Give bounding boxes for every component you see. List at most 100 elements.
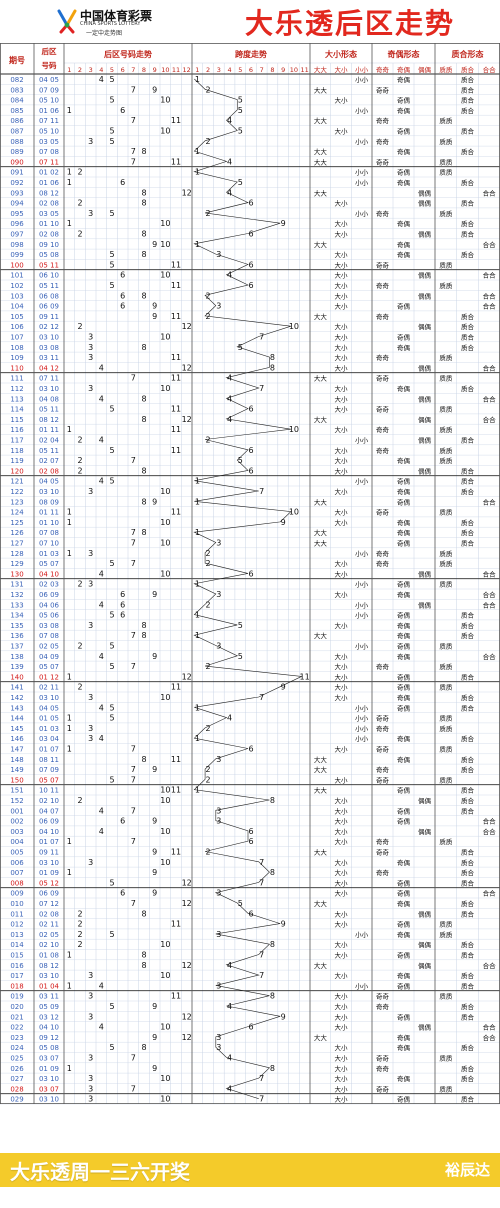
trend-number: 2 xyxy=(77,683,82,692)
parity-col-label: 奇偶 xyxy=(397,65,411,74)
trend-number: 2 xyxy=(77,168,82,177)
span-number: 1 xyxy=(195,75,200,84)
span-number: 6 xyxy=(248,745,253,754)
trend-number: 4 xyxy=(99,436,104,445)
trend-number: 2 xyxy=(77,230,82,239)
issue-number: 004 xyxy=(10,838,24,846)
span-number: 6 xyxy=(248,446,253,455)
parity-pattern: 偶偶 xyxy=(418,188,432,197)
span-number: 8 xyxy=(270,363,275,372)
back-numbers: 08 12 xyxy=(39,416,59,424)
trend-number: 11 xyxy=(171,157,181,166)
issue-number: 141 xyxy=(10,684,23,692)
trend-col-label: 1 xyxy=(67,66,71,74)
trend-number: 8 xyxy=(141,755,146,764)
trend-col-label: 12 xyxy=(183,66,191,74)
issue-number: 102 xyxy=(10,282,23,290)
parity-pattern: 奇偶 xyxy=(397,75,411,84)
trend-number: 4 xyxy=(99,1023,104,1032)
size-pattern: 大小 xyxy=(335,693,349,702)
size-pattern: 大小 xyxy=(335,384,349,393)
parity-pattern: 奇奇 xyxy=(376,1002,390,1011)
span-number: 3 xyxy=(216,817,221,826)
size-pattern: 大小 xyxy=(335,775,349,784)
prime-pattern: 质合 xyxy=(461,1064,475,1073)
issue-number: 025 xyxy=(10,1055,23,1063)
parity-pattern: 奇奇 xyxy=(376,281,390,290)
parity-pattern: 奇奇 xyxy=(376,405,390,414)
trend-number: 10 xyxy=(160,796,170,805)
trend-number: 5 xyxy=(109,1002,114,1011)
trend-number: 7 xyxy=(131,157,136,166)
trend-number: 8 xyxy=(141,343,146,352)
span-number: 6 xyxy=(248,909,253,918)
trend-number: 7 xyxy=(131,374,136,383)
header-size: 大小形态 xyxy=(325,49,357,59)
span-number: 1 xyxy=(195,734,200,743)
size-pattern: 小小 xyxy=(355,981,369,990)
issue-number: 113 xyxy=(10,395,23,403)
size-pattern: 大小 xyxy=(335,940,349,949)
back-numbers: 05 08 xyxy=(39,1044,59,1052)
issue-number: 016 xyxy=(10,962,24,970)
trend-number: 2 xyxy=(77,456,82,465)
size-pattern: 大小 xyxy=(335,817,349,826)
issue-number: 134 xyxy=(10,612,24,620)
prime-pattern: 质合 xyxy=(461,477,475,486)
parity-pattern: 奇奇 xyxy=(376,714,390,723)
trend-number: 7 xyxy=(131,745,136,754)
back-numbers: 06 09 xyxy=(39,303,59,311)
footer-banner: 大乐透周一三六开奖 裕辰达 xyxy=(0,1153,500,1187)
trend-number: 3 xyxy=(88,1054,93,1063)
size-pattern: 大小 xyxy=(335,621,349,630)
issue-number: 013 xyxy=(10,931,23,939)
back-numbers: 03 08 xyxy=(39,344,59,352)
prime-pattern: 质合 xyxy=(461,981,475,990)
prime-pattern: 合合 xyxy=(483,188,497,197)
trend-number: 8 xyxy=(141,466,146,475)
issue-number: 140 xyxy=(10,673,23,681)
trend-number: 9 xyxy=(152,590,157,599)
trend-number: 7 xyxy=(131,662,136,671)
back-numbers: 01 04 xyxy=(39,982,60,990)
parity-pattern: 偶偶 xyxy=(418,199,432,208)
parity-pattern: 奇偶 xyxy=(397,920,411,929)
trend-number: 3 xyxy=(88,734,93,743)
size-pattern: 大小 xyxy=(335,199,349,208)
size-pattern: 大小 xyxy=(335,590,349,599)
parity-pattern: 奇奇 xyxy=(376,559,390,568)
trend-number: 10 xyxy=(160,940,170,949)
prime-pattern: 质合 xyxy=(461,951,475,960)
size-pattern: 大小 xyxy=(335,837,349,846)
trend-number: 3 xyxy=(88,487,93,496)
parity-pattern: 奇偶 xyxy=(397,930,411,939)
trend-number: 3 xyxy=(88,724,93,733)
span-number: 1 xyxy=(195,580,200,589)
parity-pattern: 偶偶 xyxy=(418,827,432,836)
trend-number: 6 xyxy=(120,291,125,300)
parity-pattern: 奇奇 xyxy=(376,353,390,362)
size-pattern: 大小 xyxy=(335,1043,349,1052)
span-number: 4 xyxy=(227,394,232,403)
issue-number: 116 xyxy=(10,426,24,434)
trend-number: 8 xyxy=(141,1043,146,1052)
trend-number: 1 xyxy=(67,549,72,558)
trend-number: 5 xyxy=(109,127,114,136)
prime-pattern: 质合 xyxy=(461,868,475,877)
trend-number: 7 xyxy=(131,631,136,640)
span-number: 2 xyxy=(206,137,211,146)
size-pattern: 大小 xyxy=(335,508,349,517)
size-pattern: 大大 xyxy=(314,961,328,970)
trend-number: 3 xyxy=(88,1074,93,1083)
prime-pattern: 质合 xyxy=(461,909,475,918)
prime-pattern: 质合 xyxy=(461,765,475,774)
issue-number: 006 xyxy=(10,859,24,867)
span-number: 5 xyxy=(238,621,243,630)
back-numbers: 03 10 xyxy=(39,1096,59,1104)
parity-pattern: 奇奇 xyxy=(376,116,390,125)
prime-pattern: 质合 xyxy=(461,848,475,857)
prime-pattern: 质质 xyxy=(439,116,453,125)
issue-number: 100 xyxy=(10,261,23,269)
trend-number: 11 xyxy=(171,260,181,269)
span-col-label: 9 xyxy=(281,66,285,74)
